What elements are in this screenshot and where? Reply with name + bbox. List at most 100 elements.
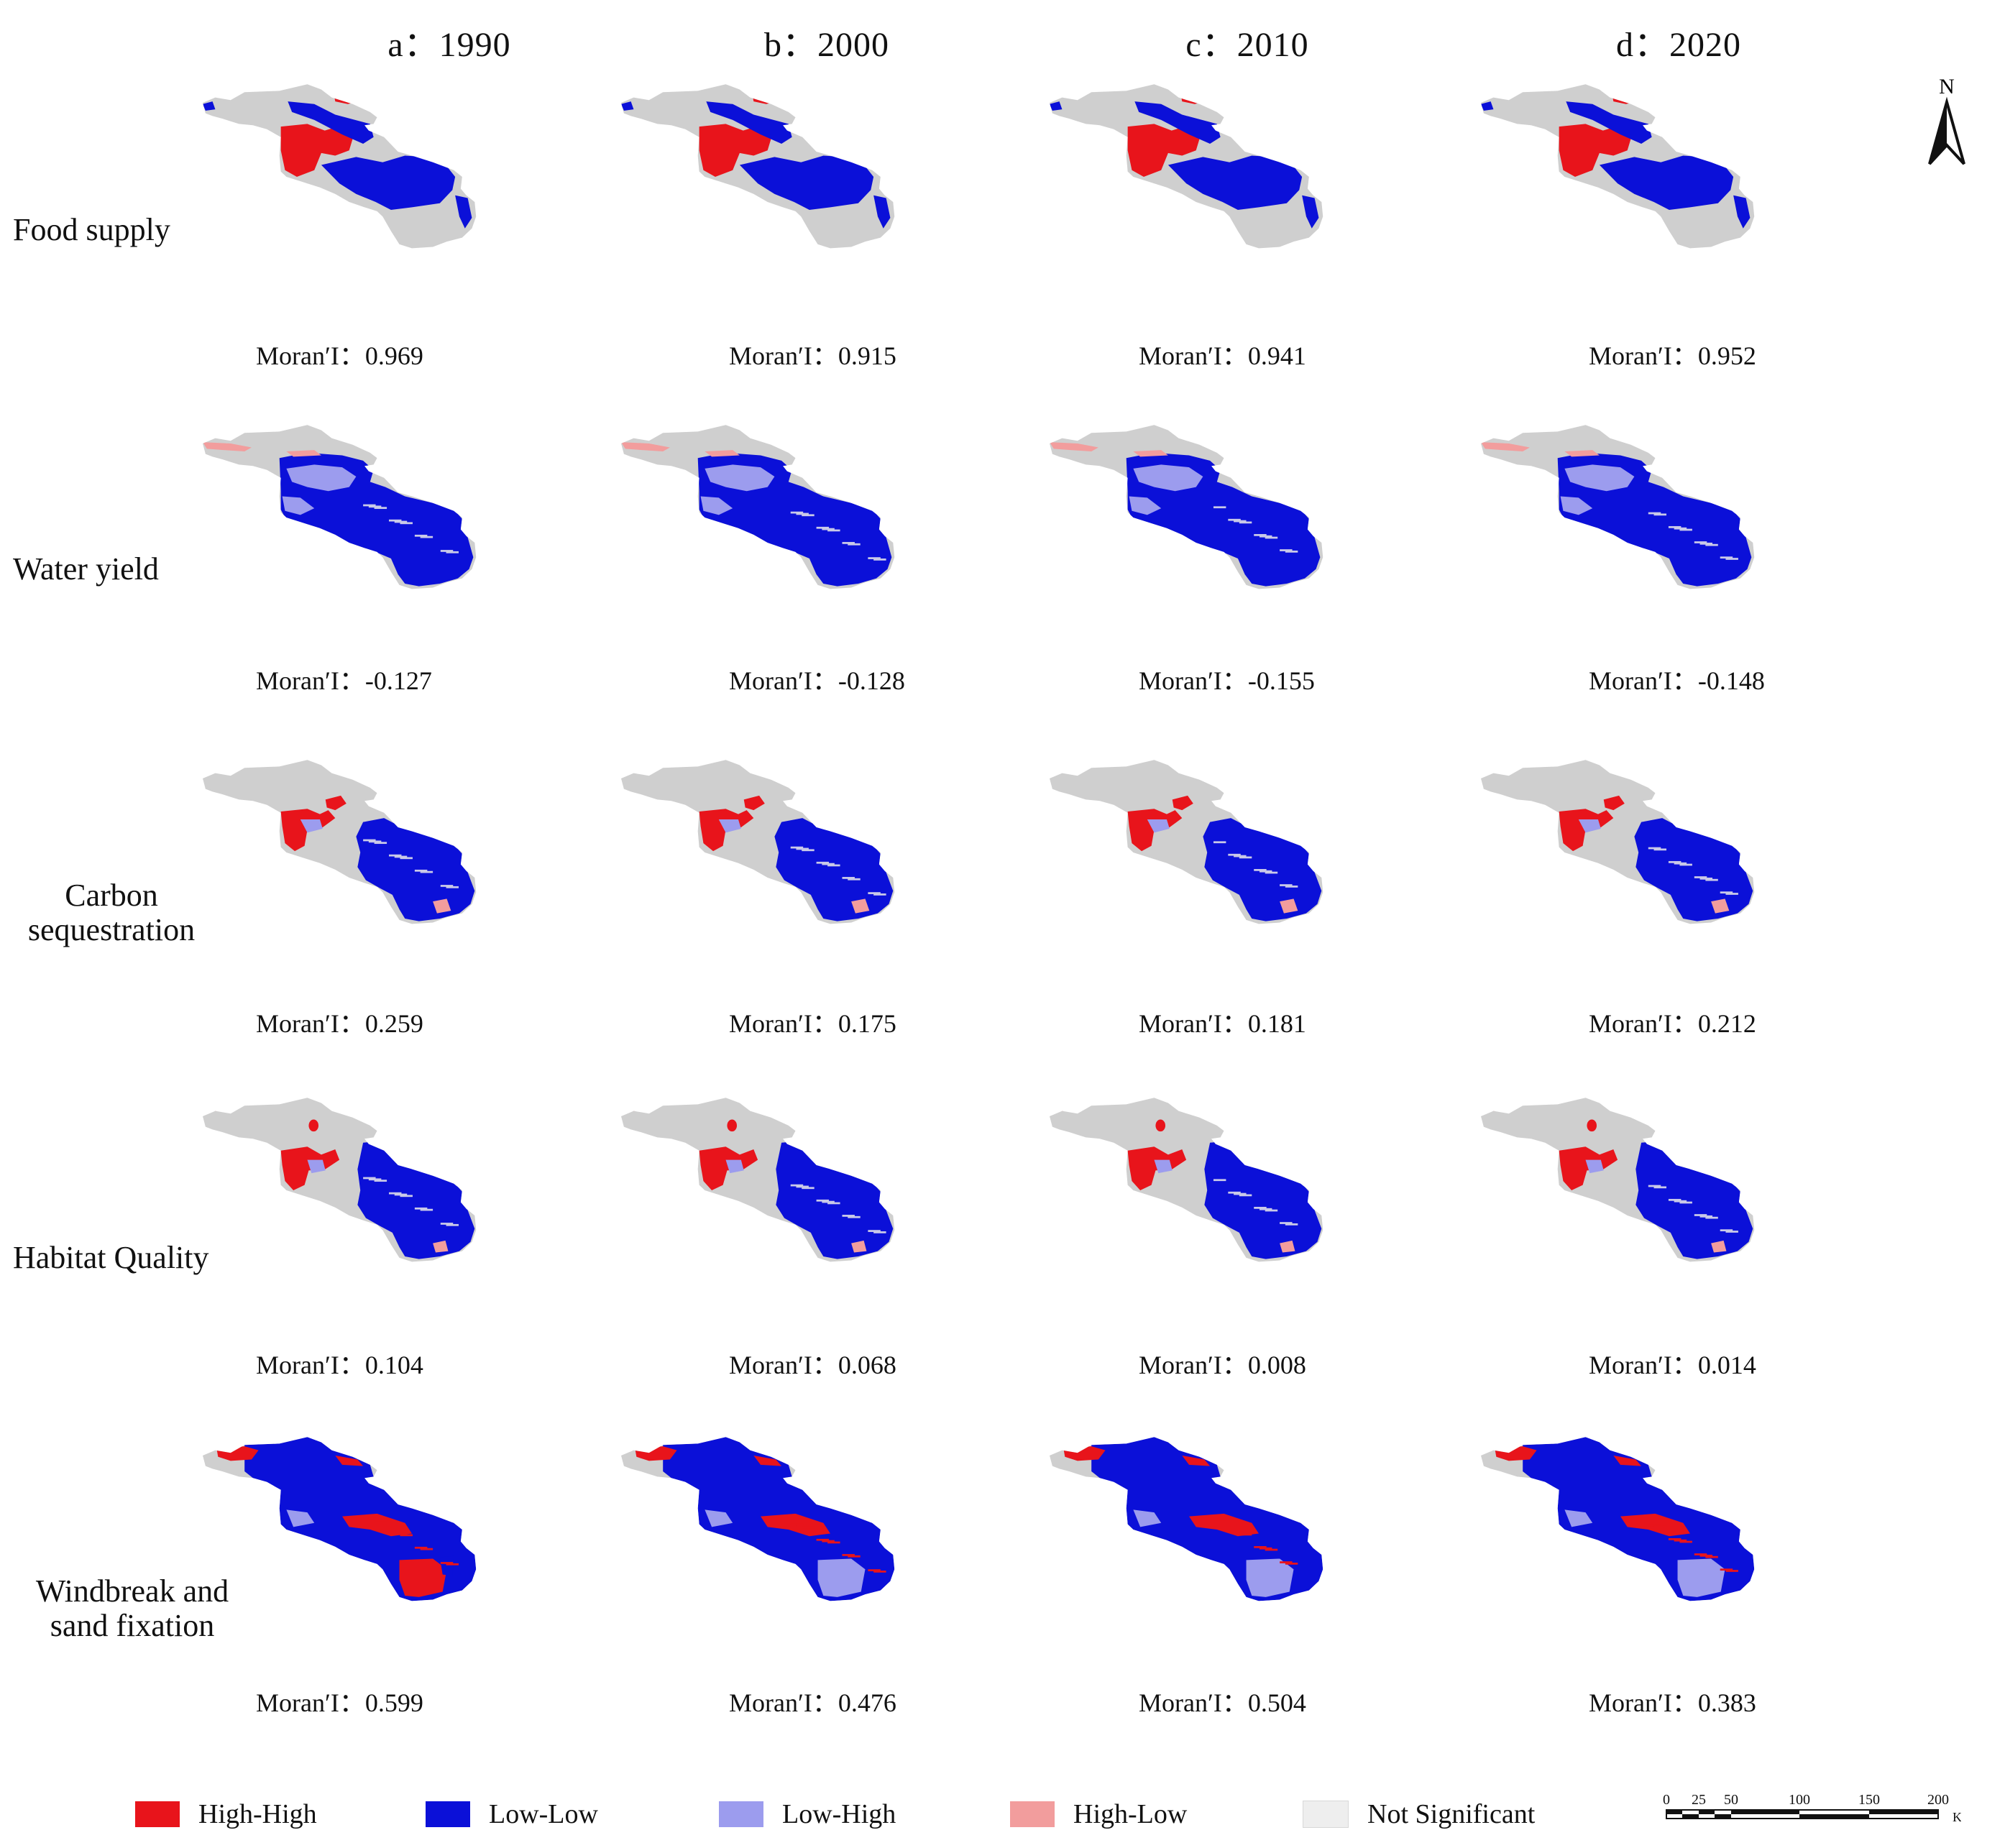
legend-swatch-lh	[719, 1801, 763, 1827]
map-speckle	[1285, 1223, 1298, 1226]
map-speckle	[816, 1199, 830, 1202]
map-speckle	[440, 1223, 454, 1225]
map-panel-food-supply-2020	[1481, 84, 1755, 249]
map-panel-windbreak-sand-fixation-2010	[1050, 1437, 1323, 1601]
row-label-habitat-quality: Habitat Quality	[13, 1240, 209, 1275]
map-speckle	[1705, 1216, 1718, 1219]
column-year: 1990	[439, 26, 511, 64]
map-speckle	[440, 1562, 454, 1564]
map-speckle	[368, 1178, 382, 1181]
map-speckle	[420, 870, 433, 873]
lisa-cluster-lh	[700, 496, 733, 515]
moran-i-water-yield-2000: Moran′I：-0.128	[729, 660, 905, 697]
moran-value: 0.941	[1247, 341, 1306, 370]
legend-low-low: Low-Low	[426, 1797, 598, 1831]
moran-label: Moran′I：	[1139, 1688, 1248, 1717]
map-panel-water-yield-2020	[1481, 425, 1755, 589]
map-speckle	[1668, 860, 1681, 863]
lisa-cluster-ll	[1635, 1141, 1753, 1259]
moran-i-carbon-sequestration-2000: Moran′I：0.175	[729, 1003, 896, 1040]
lisa-cluster-hl	[203, 442, 252, 451]
map-speckle	[1725, 1570, 1738, 1572]
map-panel-carbon-sequestration-1990	[203, 760, 477, 924]
moran-i-water-yield-2020: Moran′I：-0.148	[1589, 660, 1765, 697]
legend-label: Low-Low	[489, 1799, 598, 1829]
map-speckle	[1254, 1207, 1267, 1209]
lisa-cluster-ll	[706, 101, 792, 144]
lisa-cluster-hh	[1127, 809, 1183, 852]
map-speckle	[1653, 848, 1667, 851]
moran-label: Moran′I：	[1589, 1688, 1698, 1717]
map-speckle	[816, 861, 830, 864]
map-speckle	[1653, 1186, 1667, 1189]
moran-i-water-yield-2010: Moran′I：-0.155	[1139, 660, 1315, 697]
map-speckle	[1280, 549, 1293, 551]
map-panel-food-supply-2010	[1050, 84, 1323, 249]
map-speckle	[873, 558, 886, 561]
column-title-1990: a：1990	[270, 16, 629, 66]
map-speckle	[802, 514, 815, 517]
map-speckle	[1720, 556, 1733, 559]
lisa-cluster-lh	[718, 819, 741, 833]
map-speckle	[1705, 1555, 1718, 1558]
map-speckle	[1265, 1548, 1278, 1551]
scale-tick-0: 0	[1663, 1792, 1670, 1808]
map-speckle	[1239, 1533, 1252, 1536]
map-speckle	[1239, 856, 1252, 859]
map-speckle	[1213, 1518, 1226, 1521]
map-speckle	[842, 1554, 855, 1556]
lisa-cluster-lh	[1564, 1509, 1593, 1527]
lisa-cluster-hl	[705, 450, 740, 457]
map-speckle	[1280, 1222, 1293, 1224]
map-speckle	[1234, 855, 1247, 858]
lisa-cluster-lh	[725, 1159, 744, 1174]
moran-i-carbon-sequestration-2010: Moran′I：0.181	[1139, 1003, 1306, 1040]
lisa-cluster-ll	[873, 195, 891, 229]
lisa-cluster-hh	[752, 91, 784, 104]
map-panel-habitat-quality-2020	[1481, 1098, 1755, 1262]
moran-label: Moran′I：	[1589, 666, 1698, 695]
map-speckle	[394, 1532, 408, 1535]
moran-i-windbreak-sand-fixation-2020: Moran′I：0.383	[1589, 1682, 1756, 1719]
column-prefix: d：	[1615, 26, 1669, 64]
moran-label: Moran′I：	[256, 1009, 365, 1038]
lisa-cluster-hh	[699, 124, 774, 177]
moran-value: 0.476	[838, 1688, 896, 1717]
map-panel-habitat-quality-1990	[203, 1098, 477, 1262]
lisa-cluster-hh	[1155, 1119, 1166, 1132]
lisa-cluster-ll	[1204, 1141, 1322, 1259]
moran-i-habitat-quality-2000: Moran′I：0.068	[729, 1344, 896, 1382]
map-panel-windbreak-sand-fixation-2020	[1481, 1437, 1755, 1601]
map-speckle	[1648, 1185, 1661, 1187]
moran-value: 0.008	[1247, 1351, 1306, 1379]
legend-label: High-Low	[1073, 1799, 1188, 1829]
map-speckle	[1254, 869, 1267, 871]
lisa-cluster-hl	[1280, 1240, 1295, 1253]
lisa-cluster-hh	[1587, 1119, 1597, 1132]
map-speckle	[414, 534, 428, 537]
lisa-cluster-hl	[1280, 898, 1298, 914]
moran-value: 0.599	[364, 1688, 423, 1717]
map-speckle	[1228, 1191, 1241, 1194]
moran-value: 0.181	[1247, 1009, 1306, 1038]
map-panel-water-yield-1990	[203, 425, 477, 589]
map-speckle	[1699, 542, 1713, 545]
scale-tick-50: 50	[1724, 1792, 1738, 1808]
map-speckle	[1305, 1177, 1318, 1180]
scale-bar: 0 25 50 100 150 200 KM	[1663, 1792, 1961, 1824]
map-speckle	[394, 855, 408, 858]
map-speckle	[1694, 541, 1707, 543]
map-speckle	[1254, 1546, 1267, 1548]
lisa-cluster-lh	[1154, 1159, 1173, 1174]
lisa-cluster-hh	[1612, 91, 1643, 104]
moran-label: Moran′I：	[1139, 666, 1248, 695]
lisa-cluster-lh	[307, 1159, 326, 1174]
legend-swatch-ns	[1303, 1801, 1349, 1828]
lisa-cluster-hl	[1481, 442, 1530, 451]
map-speckle	[420, 535, 433, 538]
map-speckle	[868, 892, 881, 894]
map-speckle	[1720, 891, 1733, 894]
map-speckle	[446, 886, 459, 888]
map-speckle	[1694, 1214, 1707, 1216]
map-speckle	[1305, 505, 1318, 507]
